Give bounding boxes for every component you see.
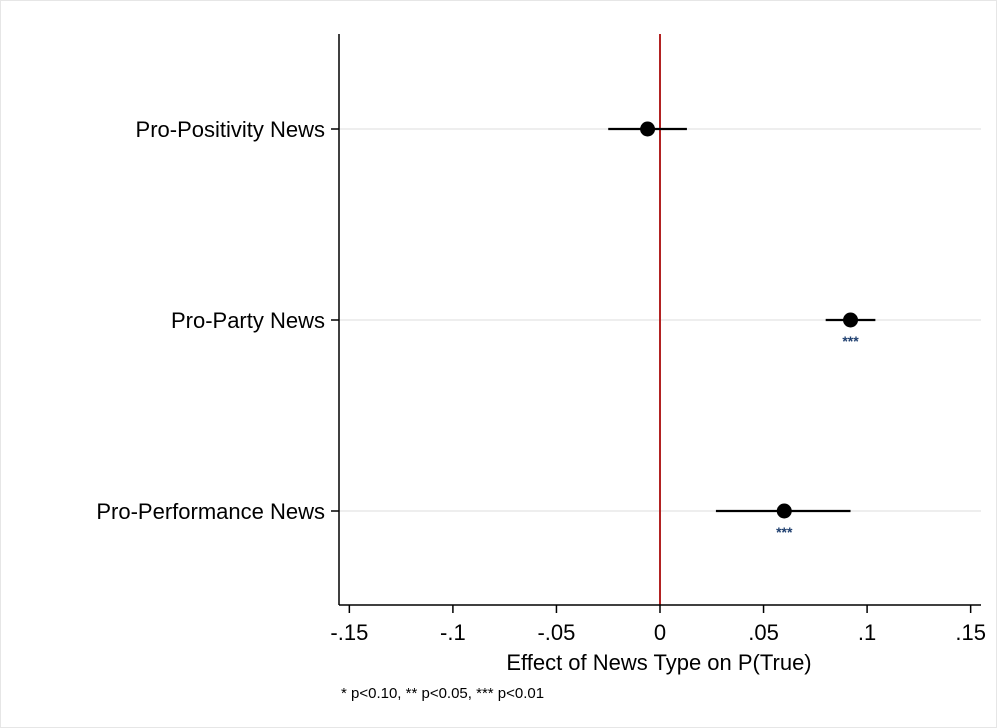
category-label-2: Pro-Performance News bbox=[96, 499, 325, 524]
significance-note: * p<0.10, ** p<0.05, *** p<0.01 bbox=[341, 685, 544, 702]
x-tick-label-4: .05 bbox=[748, 620, 779, 645]
significance-label-1: *** bbox=[842, 333, 859, 349]
point-estimate-1 bbox=[843, 312, 859, 328]
x-tick-label-6: .15 bbox=[955, 620, 986, 645]
category-label-1: Pro-Party News bbox=[171, 308, 325, 333]
x-tick-label-5: .1 bbox=[858, 620, 876, 645]
point-estimate-2 bbox=[776, 503, 792, 519]
x-axis-title: Effect of News Type on P(True) bbox=[506, 650, 811, 675]
x-tick-label-1: -.1 bbox=[440, 620, 466, 645]
data-points: *** *** bbox=[608, 121, 876, 540]
x-tick-label-0: -.15 bbox=[330, 620, 368, 645]
y-axis-ticks: Pro-Positivity News Pro-Party News Pro-Per… bbox=[96, 117, 339, 524]
x-tick-label-2: -.05 bbox=[537, 620, 575, 645]
x-tick-label-3: 0 bbox=[654, 620, 666, 645]
significance-label-2: *** bbox=[776, 524, 793, 540]
x-axis-ticks: -.15 -.1 -.05 0 .05 .1 .15 bbox=[330, 605, 986, 645]
point-estimate-0 bbox=[640, 121, 656, 137]
category-label-0: Pro-Positivity News bbox=[136, 117, 325, 142]
